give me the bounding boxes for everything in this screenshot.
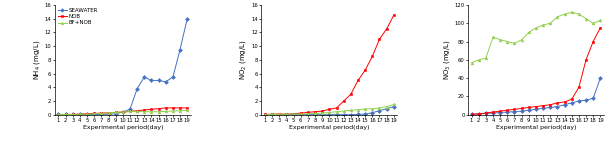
X-axis label: Experimental period(day): Experimental period(day): [82, 125, 163, 130]
BF+NOB: [105, 112, 112, 114]
NOB: [119, 111, 126, 113]
Line: SEAWATER: SEAWATER: [57, 17, 188, 116]
BF+NOB: [69, 113, 76, 115]
NOB: [141, 109, 148, 111]
SEAWATER: [126, 108, 134, 110]
SEAWATER: [76, 113, 84, 115]
BF+NOB: [162, 110, 170, 112]
Legend: SEAWATER, NOB, BF+NOB: SEAWATER, NOB, BF+NOB: [58, 8, 99, 26]
NOB: [62, 113, 70, 115]
SEAWATER: [112, 113, 120, 115]
NOB: [76, 113, 84, 115]
BF+NOB: [155, 111, 162, 113]
X-axis label: Experimental period(day): Experimental period(day): [496, 125, 576, 130]
SEAWATER: [69, 113, 76, 115]
SEAWATER: [55, 113, 62, 115]
NOB: [98, 112, 105, 114]
NOB: [84, 113, 91, 115]
BF+NOB: [148, 111, 155, 113]
BF+NOB: [141, 111, 148, 113]
BF+NOB: [62, 113, 70, 115]
BF+NOB: [90, 113, 98, 115]
SEAWATER: [84, 113, 91, 115]
Y-axis label: NO$_2$ (mg/L): NO$_2$ (mg/L): [239, 40, 248, 80]
NOB: [176, 107, 184, 109]
SEAWATER: [162, 81, 170, 83]
Line: BF+NOB: BF+NOB: [57, 109, 188, 116]
BF+NOB: [134, 110, 141, 112]
BF+NOB: [119, 111, 126, 113]
NOB: [148, 108, 155, 110]
SEAWATER: [155, 80, 162, 82]
BF+NOB: [112, 111, 120, 113]
Y-axis label: NH$_4$ (mg/L): NH$_4$ (mg/L): [32, 40, 42, 80]
SEAWATER: [169, 76, 176, 78]
NOB: [169, 107, 176, 109]
NOB: [105, 112, 112, 114]
BF+NOB: [55, 113, 62, 115]
X-axis label: Experimental period(day): Experimental period(day): [289, 125, 370, 130]
BF+NOB: [184, 109, 191, 111]
NOB: [90, 113, 98, 114]
BF+NOB: [176, 110, 184, 112]
SEAWATER: [176, 49, 184, 51]
SEAWATER: [148, 80, 155, 82]
SEAWATER: [134, 88, 141, 90]
BF+NOB: [98, 113, 105, 114]
SEAWATER: [184, 18, 191, 20]
NOB: [184, 107, 191, 109]
NOB: [162, 107, 170, 109]
NOB: [155, 108, 162, 110]
NOB: [55, 113, 62, 115]
Y-axis label: NO$_3$ (mg/L): NO$_3$ (mg/L): [442, 40, 451, 80]
NOB: [134, 110, 141, 112]
BF+NOB: [84, 113, 91, 115]
SEAWATER: [119, 111, 126, 113]
SEAWATER: [141, 76, 148, 78]
BF+NOB: [76, 113, 84, 115]
NOB: [126, 110, 134, 112]
SEAWATER: [62, 113, 70, 115]
NOB: [69, 113, 76, 115]
BF+NOB: [169, 110, 176, 112]
BF+NOB: [126, 110, 134, 112]
NOB: [112, 111, 120, 113]
SEAWATER: [105, 113, 112, 115]
SEAWATER: [98, 113, 105, 115]
SEAWATER: [90, 113, 98, 115]
Line: NOB: NOB: [57, 107, 188, 116]
